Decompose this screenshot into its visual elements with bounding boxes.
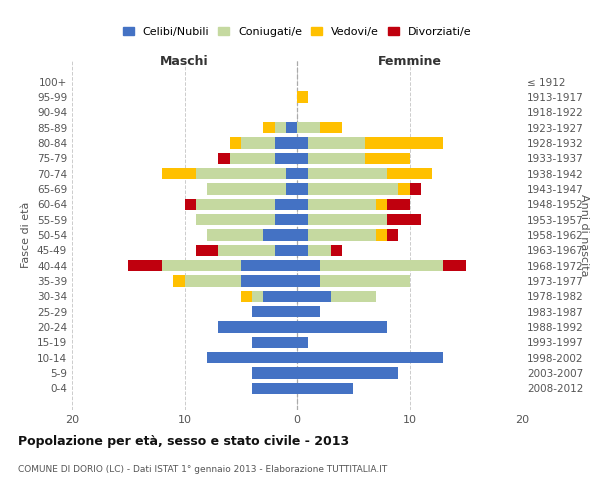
Text: Popolazione per età, sesso e stato civile - 2013: Popolazione per età, sesso e stato civil…	[18, 435, 349, 448]
Bar	[387, 229, 398, 241]
Text: Maschi: Maschi	[160, 55, 209, 68]
Y-axis label: Anni di nascita: Anni di nascita	[579, 194, 589, 276]
Bar	[320, 122, 342, 134]
Bar	[162, 168, 196, 179]
Bar	[275, 198, 297, 210]
Bar	[297, 276, 320, 287]
Bar	[275, 244, 297, 256]
Bar	[308, 168, 387, 179]
Bar	[207, 352, 297, 364]
Bar	[297, 306, 320, 318]
Bar	[387, 214, 421, 226]
Bar	[207, 183, 286, 194]
Bar	[263, 290, 297, 302]
Bar	[252, 368, 297, 379]
Bar	[308, 214, 387, 226]
Bar	[218, 152, 229, 164]
Bar	[229, 152, 275, 164]
Bar	[387, 168, 432, 179]
Bar	[263, 229, 297, 241]
Bar	[162, 260, 241, 272]
Bar	[297, 322, 387, 333]
Bar	[196, 244, 218, 256]
Bar	[218, 244, 275, 256]
Bar	[275, 122, 286, 134]
Bar	[207, 229, 263, 241]
Bar	[297, 244, 308, 256]
Bar	[297, 198, 308, 210]
Bar	[196, 198, 275, 210]
Bar	[331, 290, 376, 302]
Bar	[196, 168, 286, 179]
Bar	[196, 214, 275, 226]
Bar	[252, 336, 297, 348]
Bar	[443, 260, 466, 272]
Text: Femmine: Femmine	[377, 55, 442, 68]
Bar	[297, 168, 308, 179]
Bar	[308, 244, 331, 256]
Bar	[275, 152, 297, 164]
Bar	[409, 183, 421, 194]
Bar	[241, 137, 275, 148]
Bar	[297, 152, 308, 164]
Bar	[376, 229, 387, 241]
Bar	[297, 260, 320, 272]
Bar	[297, 91, 308, 102]
Bar	[297, 137, 308, 148]
Bar	[173, 276, 185, 287]
Bar	[185, 198, 196, 210]
Bar	[365, 137, 443, 148]
Bar	[275, 214, 297, 226]
Bar	[365, 152, 409, 164]
Bar	[286, 183, 297, 194]
Bar	[308, 137, 365, 148]
Bar	[320, 276, 409, 287]
Bar	[252, 290, 263, 302]
Bar	[297, 290, 331, 302]
Bar	[320, 260, 443, 272]
Bar	[241, 290, 252, 302]
Bar	[297, 336, 308, 348]
Bar	[252, 306, 297, 318]
Bar	[241, 260, 297, 272]
Bar	[297, 214, 308, 226]
Bar	[297, 229, 308, 241]
Bar	[387, 198, 409, 210]
Bar	[297, 183, 308, 194]
Bar	[286, 168, 297, 179]
Bar	[308, 183, 398, 194]
Bar	[286, 122, 297, 134]
Bar	[275, 137, 297, 148]
Y-axis label: Fasce di età: Fasce di età	[22, 202, 31, 268]
Bar	[398, 183, 409, 194]
Bar	[185, 276, 241, 287]
Legend: Celibi/Nubili, Coniugati/e, Vedovi/e, Divorziati/e: Celibi/Nubili, Coniugati/e, Vedovi/e, Di…	[119, 24, 475, 40]
Bar	[263, 122, 275, 134]
Bar	[252, 382, 297, 394]
Bar	[218, 322, 297, 333]
Bar	[308, 198, 376, 210]
Bar	[308, 152, 365, 164]
Bar	[297, 368, 398, 379]
Bar	[297, 382, 353, 394]
Bar	[331, 244, 342, 256]
Bar	[297, 122, 320, 134]
Bar	[308, 229, 376, 241]
Text: COMUNE DI DORIO (LC) - Dati ISTAT 1° gennaio 2013 - Elaborazione TUTTITALIA.IT: COMUNE DI DORIO (LC) - Dati ISTAT 1° gen…	[18, 465, 387, 474]
Bar	[297, 352, 443, 364]
Bar	[241, 276, 297, 287]
Bar	[128, 260, 162, 272]
Bar	[229, 137, 241, 148]
Bar	[376, 198, 387, 210]
